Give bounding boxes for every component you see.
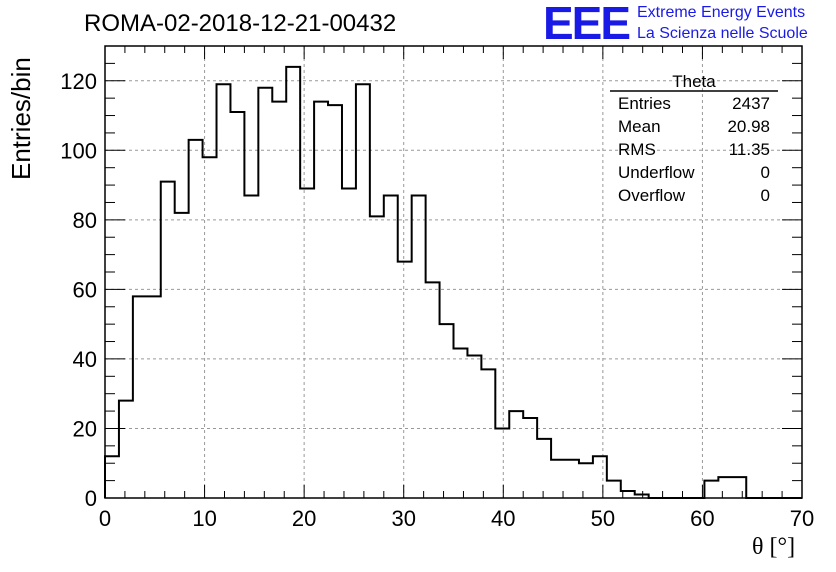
x-tick-label: 20 <box>292 506 316 531</box>
stats-value: 2437 <box>732 94 770 113</box>
eee-logo: EEE <box>543 0 631 49</box>
stats-box-title: Theta <box>672 72 716 91</box>
logo-subtitle-2: La Scienza nelle Scuole <box>637 25 808 42</box>
x-tick-label: 40 <box>491 506 515 531</box>
x-tick-label: 30 <box>391 506 415 531</box>
stats-label: Overflow <box>618 186 686 205</box>
x-tick-label: 50 <box>591 506 615 531</box>
y-tick-label: 20 <box>73 416 97 441</box>
chart-title: ROMA-02-2018-12-21-00432 <box>84 10 397 37</box>
stats-value: 11.35 <box>728 140 770 159</box>
stats-row: Entries 2437 <box>618 94 770 114</box>
y-tick-label: 100 <box>60 138 97 163</box>
stats-row: Mean 20.98 <box>618 117 770 137</box>
y-tick-label: 80 <box>73 208 97 233</box>
stats-row: Underflow 0 <box>618 163 770 183</box>
x-tick-label: 60 <box>690 506 714 531</box>
stats-label: RMS <box>618 140 656 159</box>
tick-labels: 0 10 20 30 40 50 60 70 0 20 40 60 80 100 120 <box>60 69 814 531</box>
stats-value: 20.98 <box>727 117 770 136</box>
y-tick-label: 40 <box>73 347 97 372</box>
y-tick-label: 0 <box>85 486 97 511</box>
x-tick-label: 10 <box>192 506 216 531</box>
stats-value: 0 <box>760 186 770 205</box>
logo-subtitle-1: Extreme Energy Events <box>637 4 806 21</box>
stats-row: RMS 11.35 <box>618 140 770 160</box>
axis-ticks <box>104 45 803 499</box>
y-tick-label: 120 <box>60 69 97 94</box>
x-tick-label: 70 <box>790 506 814 531</box>
stats-label: Entries <box>618 94 671 113</box>
x-axis-label: θ [°] <box>752 534 796 560</box>
x-tick-label: 0 <box>99 506 111 531</box>
stats-label: Underflow <box>618 163 695 182</box>
y-tick-label: 60 <box>73 277 97 302</box>
plot-frame <box>104 45 803 499</box>
stats-value: 0 <box>760 163 770 182</box>
grid-lines <box>105 46 802 498</box>
stats-row: Overflow 0 <box>618 186 770 206</box>
y-axis-label: Entries/bin <box>6 57 36 180</box>
histogram-line <box>104 65 802 499</box>
stats-label: Mean <box>618 117 661 136</box>
